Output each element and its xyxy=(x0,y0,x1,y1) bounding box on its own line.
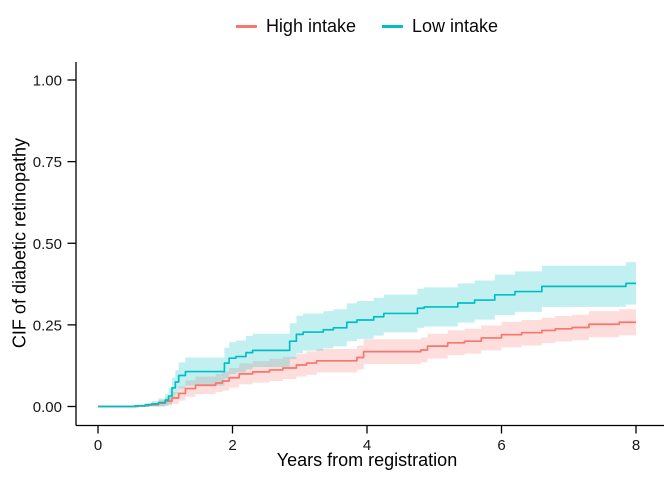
y-tick-label: 0.25 xyxy=(33,317,62,334)
legend-item-low-intake: Low intake xyxy=(382,17,498,35)
low-intake-curve xyxy=(98,282,636,408)
x-axis-title: Years from registration xyxy=(276,450,458,470)
high-intake-confidence-band xyxy=(98,309,636,407)
y-tick-label: 1.00 xyxy=(33,73,62,90)
y-tick-label: 0.00 xyxy=(33,399,62,416)
legend-label-high-intake: High intake xyxy=(265,16,356,36)
x-tick-label: 0 xyxy=(94,437,102,454)
legend-item-high-intake: High intake xyxy=(235,16,356,36)
y-tick-label: 0.75 xyxy=(33,154,62,171)
x-tick-label: 8 xyxy=(632,437,640,454)
y-tick-label: 0.50 xyxy=(33,236,62,253)
x-tick-label: 2 xyxy=(228,437,236,454)
x-tick-label: 4 xyxy=(363,437,371,454)
legend: High intake Low intake xyxy=(235,16,498,36)
low-intake-line-icon xyxy=(382,24,403,28)
high-intake-line-icon xyxy=(235,24,257,28)
low-intake-confidence-band xyxy=(98,262,636,407)
legend-label-low-intake: Low intake xyxy=(412,16,499,36)
x-tick-label: 6 xyxy=(497,437,505,454)
high-intake-curve xyxy=(98,321,636,408)
